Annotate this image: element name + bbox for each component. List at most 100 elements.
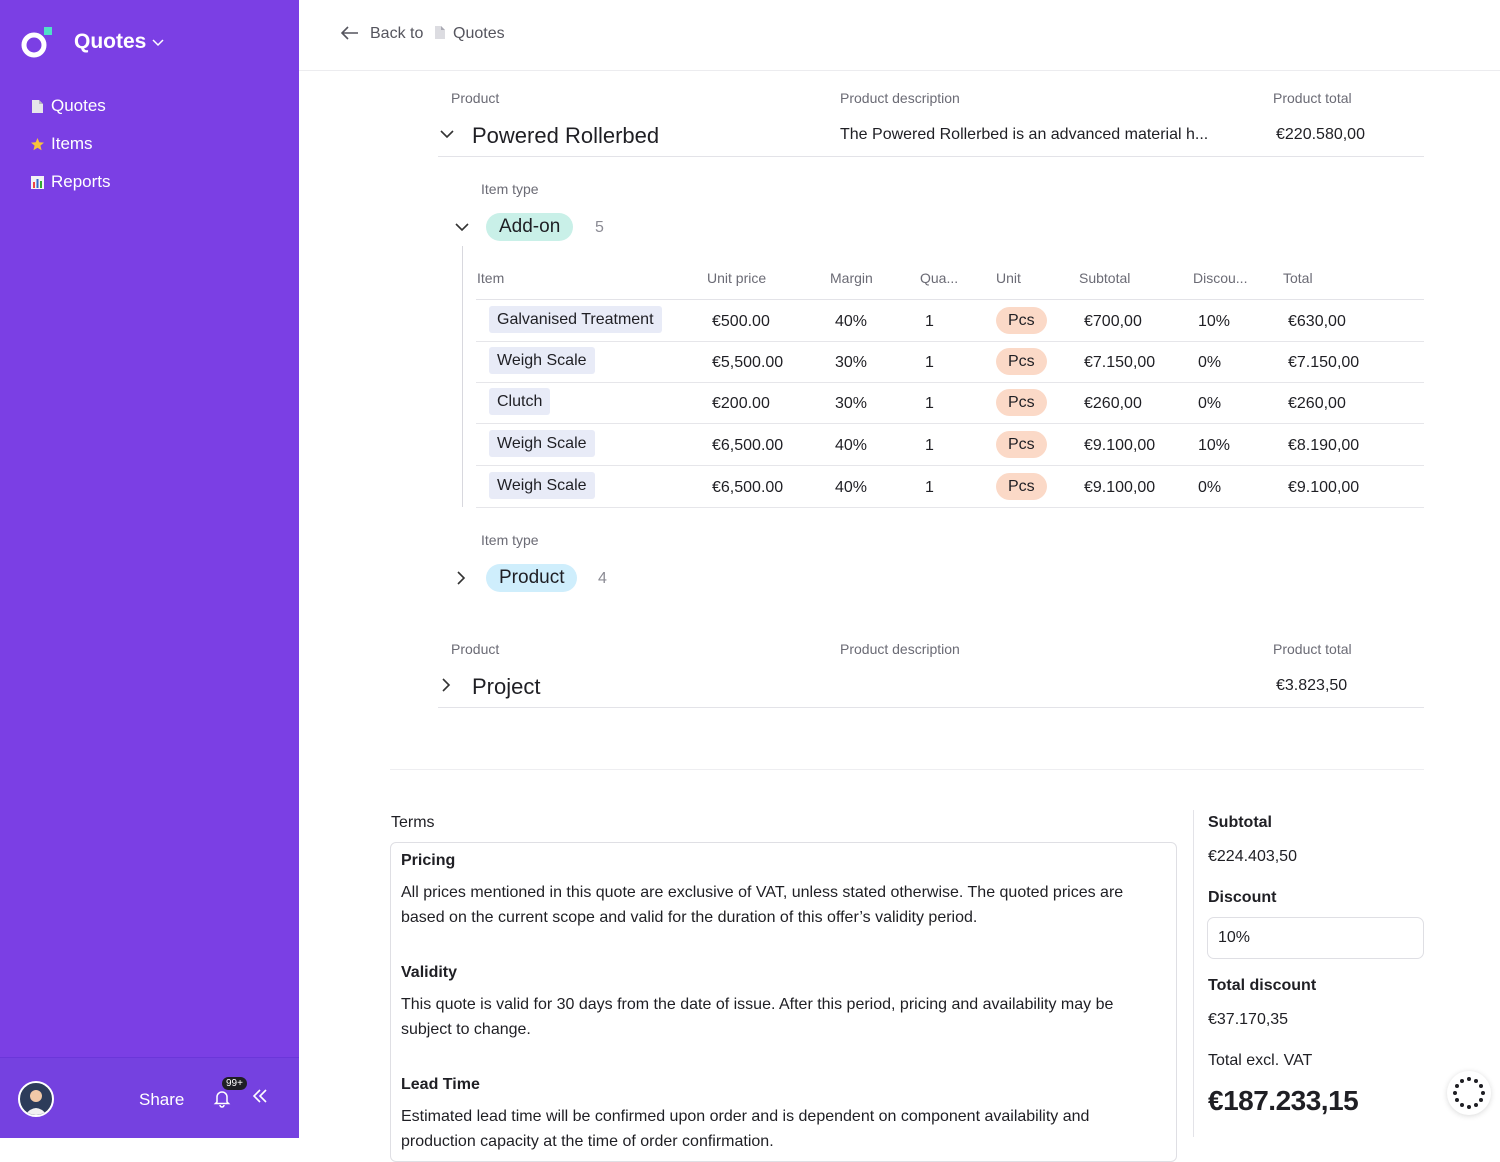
table-row[interactable]: Galvanised Treatment €500.00 40% 1 Pcs €… [476, 300, 1424, 342]
table-header-margin[interactable]: Margin [830, 270, 873, 286]
avatar[interactable] [18, 1081, 54, 1117]
document-icon [32, 99, 43, 113]
margin: 40% [835, 313, 868, 330]
product-name: Project [472, 674, 541, 699]
row-total: €630,00 [1288, 313, 1346, 330]
table-header-subtotal[interactable]: Subtotal [1079, 270, 1131, 286]
notification-badge: 99+ [222, 1077, 247, 1090]
unit-price: €200.00 [712, 395, 770, 412]
group-line [462, 246, 463, 507]
unit-price: €500.00 [712, 313, 770, 330]
section-divider [390, 769, 1424, 770]
product-total: €220.580,00 [1276, 126, 1365, 143]
back-arrow-icon[interactable] [340, 24, 359, 45]
discount: 0% [1198, 354, 1222, 371]
back-link-label[interactable]: Back to [370, 25, 424, 42]
sidebar-item-reports[interactable]: Reports [30, 172, 111, 192]
item-type-badge-product[interactable]: Product [486, 564, 578, 592]
summary-divider [1193, 810, 1194, 1137]
table-row[interactable]: Weigh Scale €6,500.00 40% 1 Pcs €9.100,0… [476, 424, 1424, 466]
subtotal: €700,00 [1084, 313, 1142, 330]
collapse-sidebar-icon[interactable] [252, 1084, 268, 1110]
terms-paragraph: This quote is valid for 30 days from the… [401, 996, 1114, 1038]
loading-spinner-icon[interactable] [1447, 1071, 1491, 1115]
chevron-down-icon[interactable] [455, 222, 469, 232]
unit-price: €6,500.00 [712, 479, 784, 496]
unit-pill: Pcs [996, 307, 1047, 334]
subtotal-label: Subtotal [1208, 814, 1272, 831]
table-header-item[interactable]: Item [477, 270, 505, 286]
item-count: 4 [598, 570, 607, 587]
subtotal: €7.150,00 [1084, 354, 1156, 371]
app-title[interactable]: Quotes [74, 30, 147, 53]
item-type-badge-addon[interactable]: Add-on [486, 213, 574, 241]
product-total: €3.823,50 [1276, 677, 1348, 694]
discount: 0% [1198, 395, 1222, 412]
terms-heading: Pricing [401, 852, 456, 869]
chevron-right-icon[interactable] [456, 571, 466, 585]
product-description: The Powered Rollerbed is an advanced mat… [840, 126, 1209, 143]
item-name[interactable]: Weigh Scale [489, 347, 595, 374]
divider [438, 707, 1424, 708]
table-header-unit[interactable]: Unit [996, 270, 1021, 286]
row-total: €8.190,00 [1288, 437, 1360, 454]
item-type-label: Item type [481, 181, 539, 197]
table-header-unit-price[interactable]: Unit price [707, 270, 767, 286]
discount: 10% [1198, 437, 1231, 454]
item-count: 5 [595, 219, 604, 236]
terms-paragraph: All prices mentioned in this quote are e… [401, 884, 1124, 926]
table-header-discount[interactable]: Discou... [1193, 270, 1248, 286]
terms-label: Terms [391, 814, 435, 831]
chevron-down-icon[interactable] [152, 34, 164, 50]
table-header-total[interactable]: Total [1283, 270, 1313, 286]
sidebar-footer: Share 99+ [0, 1057, 299, 1138]
total-excl-vat-label: Total excl. VAT [1208, 1052, 1313, 1069]
terms-paragraph: Estimated lead time will be confirmed up… [401, 1108, 1090, 1150]
row-total: €9.100,00 [1288, 479, 1360, 496]
row-total: €260,00 [1288, 395, 1346, 412]
discount: 10% [1198, 313, 1231, 330]
total-discount-label: Total discount [1208, 977, 1317, 994]
quantity: 1 [925, 479, 934, 496]
item-name[interactable]: Galvanised Treatment [489, 306, 662, 333]
app-logo-icon [21, 27, 52, 58]
margin: 30% [835, 354, 868, 371]
unit-pill: Pcs [996, 348, 1047, 375]
column-header-product: Product [451, 90, 500, 106]
sidebar-item-label: Reports [51, 172, 111, 191]
sidebar-item-items[interactable]: Items [30, 134, 93, 154]
divider [476, 299, 1424, 300]
quantity: 1 [925, 437, 934, 454]
share-button[interactable]: Share [139, 1090, 185, 1109]
table-row[interactable]: Clutch €200.00 30% 1 Pcs €260,00 0% €260… [476, 382, 1424, 424]
unit-pill: Pcs [996, 431, 1047, 458]
unit-pill: Pcs [996, 473, 1047, 500]
column-header-description: Product description [840, 641, 960, 657]
table-header-quantity[interactable]: Qua... [920, 270, 959, 286]
item-name[interactable]: Weigh Scale [489, 472, 595, 499]
chevron-right-icon[interactable] [441, 678, 451, 692]
subtotal: €9.100,00 [1084, 479, 1156, 496]
terms-heading: Validity [401, 964, 458, 981]
quantity: 1 [925, 395, 934, 412]
table-row[interactable]: Weigh Scale €5,500.00 30% 1 Pcs €7.150,0… [476, 341, 1424, 383]
item-type-label: Item type [481, 532, 539, 548]
back-link-target[interactable]: Quotes [453, 25, 505, 42]
sidebar-item-quotes[interactable]: Quotes [30, 96, 106, 116]
sidebar-item-label: Quotes [51, 96, 106, 115]
column-header-total: Product total [1273, 641, 1352, 657]
chevron-down-icon[interactable] [440, 129, 454, 139]
discount-input[interactable] [1207, 917, 1424, 959]
margin: 40% [835, 437, 868, 454]
total-excl-vat-value: €187.233,15 [1208, 1085, 1359, 1116]
terms-editor[interactable]: Pricing All prices mentioned in this quo… [390, 842, 1177, 1162]
unit-price: €6,500.00 [712, 437, 784, 454]
terms-heading: Lead Time [401, 1076, 480, 1093]
bell-icon[interactable] [212, 1088, 232, 1108]
sidebar: Quotes Quotes Items Reports Share 99+ [0, 0, 299, 1138]
item-name[interactable]: Clutch [489, 388, 551, 415]
item-name[interactable]: Weigh Scale [489, 430, 595, 457]
sidebar-item-label: Items [51, 134, 93, 153]
table-row[interactable]: Weigh Scale €6,500.00 40% 1 Pcs €9.100,0… [476, 466, 1424, 508]
column-header-total: Product total [1273, 90, 1352, 106]
